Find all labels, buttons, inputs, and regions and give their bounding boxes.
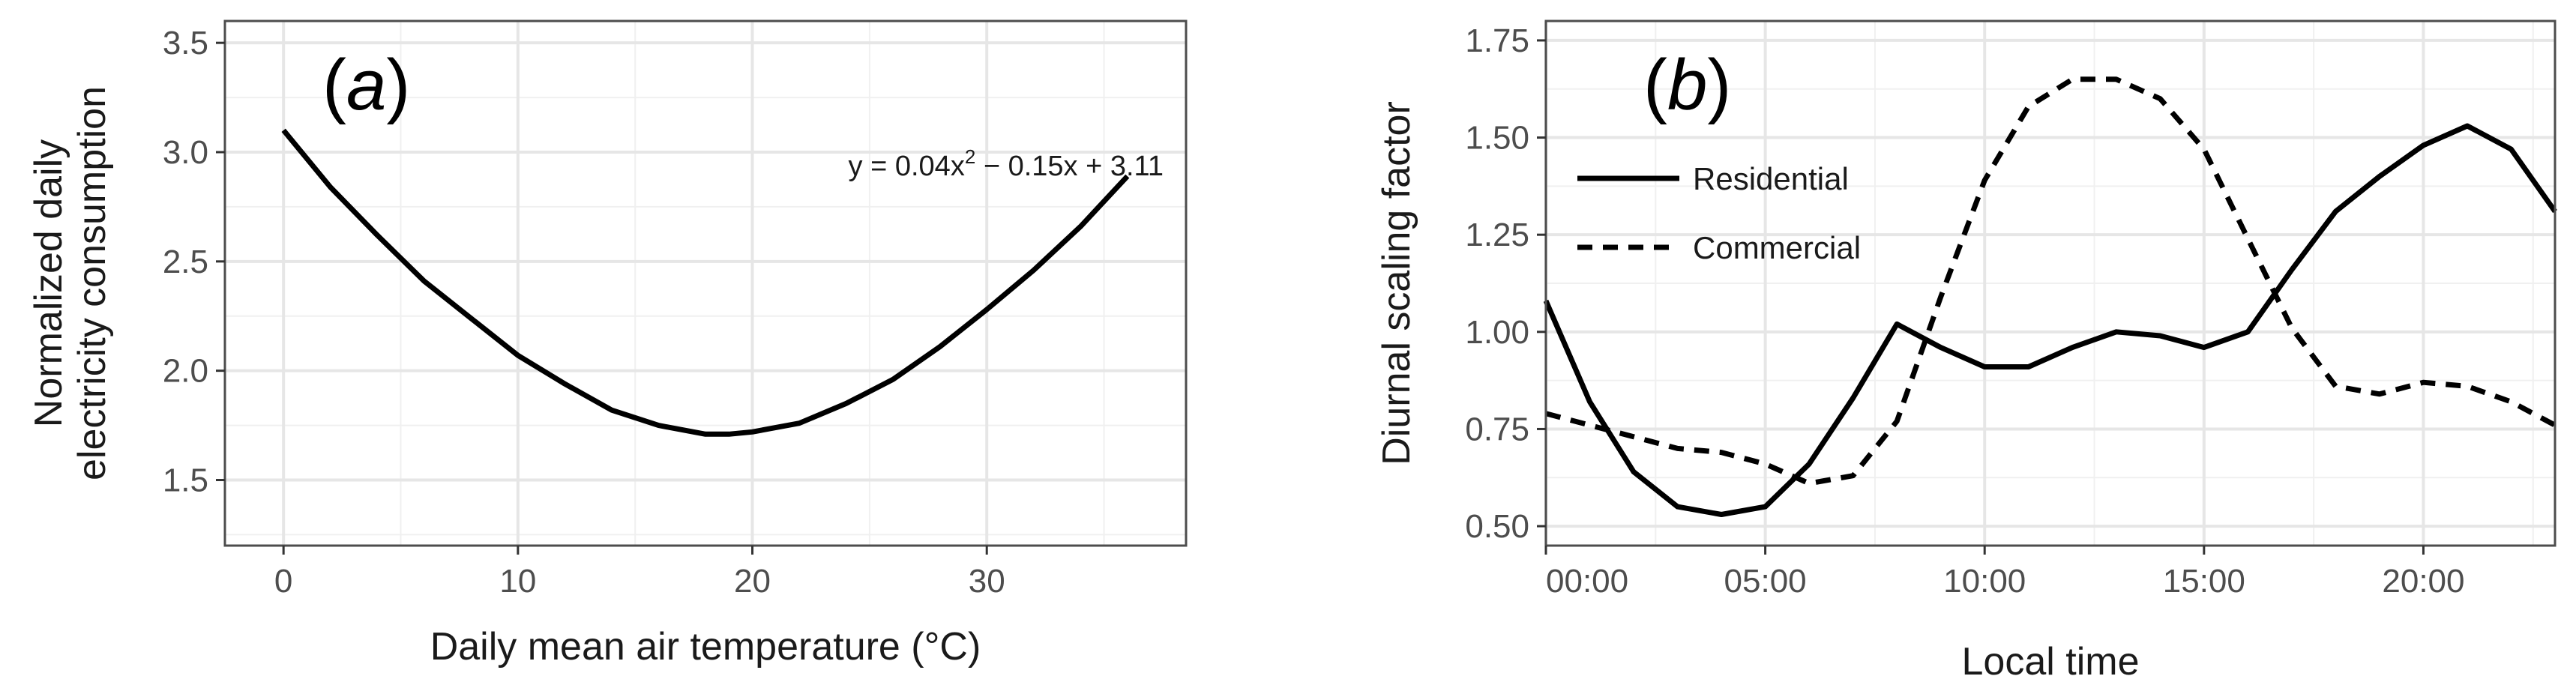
y-tick-label: 2.0 [163, 353, 208, 390]
panel-label-close: ) [386, 45, 410, 125]
panel-label-open: ( [1643, 45, 1667, 125]
y-tick-label: 1.00 [1465, 314, 1529, 351]
x-tick-label: 10:00 [1943, 563, 2026, 600]
panel-label-close: ) [1707, 45, 1731, 125]
series-line-residential [1543, 123, 2557, 517]
x-tick-label: 10 [499, 563, 536, 600]
y-tick-label: 2.5 [163, 244, 208, 280]
y-axis-title-line: electricity consumption [70, 86, 114, 480]
y-axis-title: Diurnal scaling factor [1375, 101, 1418, 465]
fit-equation-exponent: 2 [965, 145, 975, 168]
panel-label: (b) [1643, 45, 1731, 125]
y-tick-label: 3.5 [163, 25, 208, 61]
y-axis-title-line: Normalized daily [27, 139, 70, 427]
y-tick-label: 1.50 [1465, 120, 1529, 157]
x-axis-title: Local time [1962, 640, 2140, 684]
x-tick-label: 20 [734, 563, 771, 600]
x-tick-label: 20:00 [2382, 563, 2464, 600]
fit-equation-part: y = 0.04x [849, 151, 965, 182]
y-tick-label: 3.0 [163, 134, 208, 171]
legend-label-commercial: Commercial [1693, 230, 1861, 265]
y-tick-label: 1.25 [1465, 217, 1529, 253]
panel-label: (a) [322, 45, 410, 125]
panel-label-letter: a [346, 45, 386, 125]
legend-label-residential: Residential [1693, 161, 1849, 196]
plot-frame [223, 19, 1188, 547]
panel-label-letter: b [1667, 45, 1707, 125]
plot-frame [1544, 19, 2557, 547]
plot-background [225, 21, 1186, 546]
panel-b: 00:00 05:00 10:00 15:00 20:00 0.50 0.75 1.00 1.2… [1375, 19, 2557, 684]
panel-label-open: ( [322, 45, 346, 125]
y-tick-label: 0.50 [1465, 508, 1529, 545]
y-tick-label: 0.75 [1465, 411, 1529, 447]
x-tick-label: 05:00 [1724, 563, 1807, 600]
x-tick-label: 15:00 [2163, 563, 2245, 600]
fit-equation-part: − 0.15x + 3.11 [975, 151, 1164, 182]
y-tick-label: 1.5 [163, 462, 208, 499]
panel-a: 0 10 20 30 1.5 2.0 2.5 3.0 3.5 Daily mean air tem… [27, 19, 1188, 669]
series-line-curve [281, 128, 1130, 437]
y-tick-label: 1.75 [1465, 22, 1529, 59]
x-tick-label: 0 [274, 563, 292, 600]
fit-equation: y = 0.04x2 − 0.15x + 3.11 [849, 145, 1164, 182]
x-tick-label: 00:00 [1546, 563, 1628, 600]
y-axis-title: Normalized dailyelectricity consumption [27, 86, 114, 480]
x-axis-title: Daily mean air temperature (°C) [430, 625, 981, 669]
x-tick-label: 30 [969, 563, 1005, 600]
